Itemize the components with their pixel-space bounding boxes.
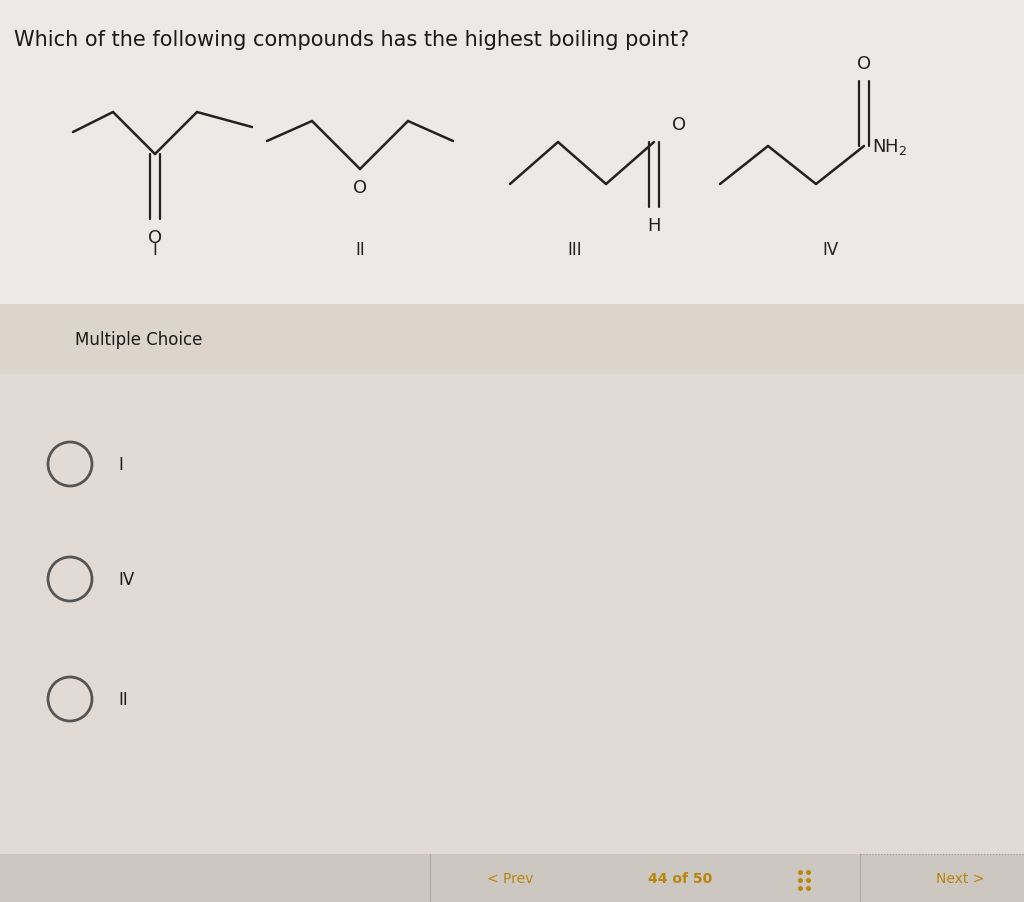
- Text: III: III: [567, 241, 583, 259]
- Text: II: II: [355, 241, 365, 259]
- Text: H: H: [647, 216, 660, 235]
- Bar: [0, 305, 1024, 374]
- Text: NH$_2$: NH$_2$: [872, 137, 907, 157]
- Text: I: I: [153, 241, 158, 259]
- Bar: [0, 0, 1024, 305]
- Text: O: O: [353, 179, 367, 197]
- Text: II: II: [118, 690, 128, 708]
- Text: Next >: Next >: [936, 871, 984, 885]
- Text: < Prev: < Prev: [486, 871, 534, 885]
- Text: O: O: [147, 229, 162, 247]
- Text: O: O: [672, 115, 686, 133]
- Bar: [0, 854, 1024, 902]
- Text: 44 of 50: 44 of 50: [648, 871, 712, 885]
- Text: Multiple Choice: Multiple Choice: [75, 331, 203, 348]
- Bar: [0, 374, 1024, 854]
- Text: I: I: [118, 456, 123, 474]
- Text: IV: IV: [118, 570, 134, 588]
- Text: O: O: [857, 55, 871, 73]
- Text: IV: IV: [822, 241, 838, 259]
- Text: Which of the following compounds has the highest boiling point?: Which of the following compounds has the…: [14, 30, 689, 50]
